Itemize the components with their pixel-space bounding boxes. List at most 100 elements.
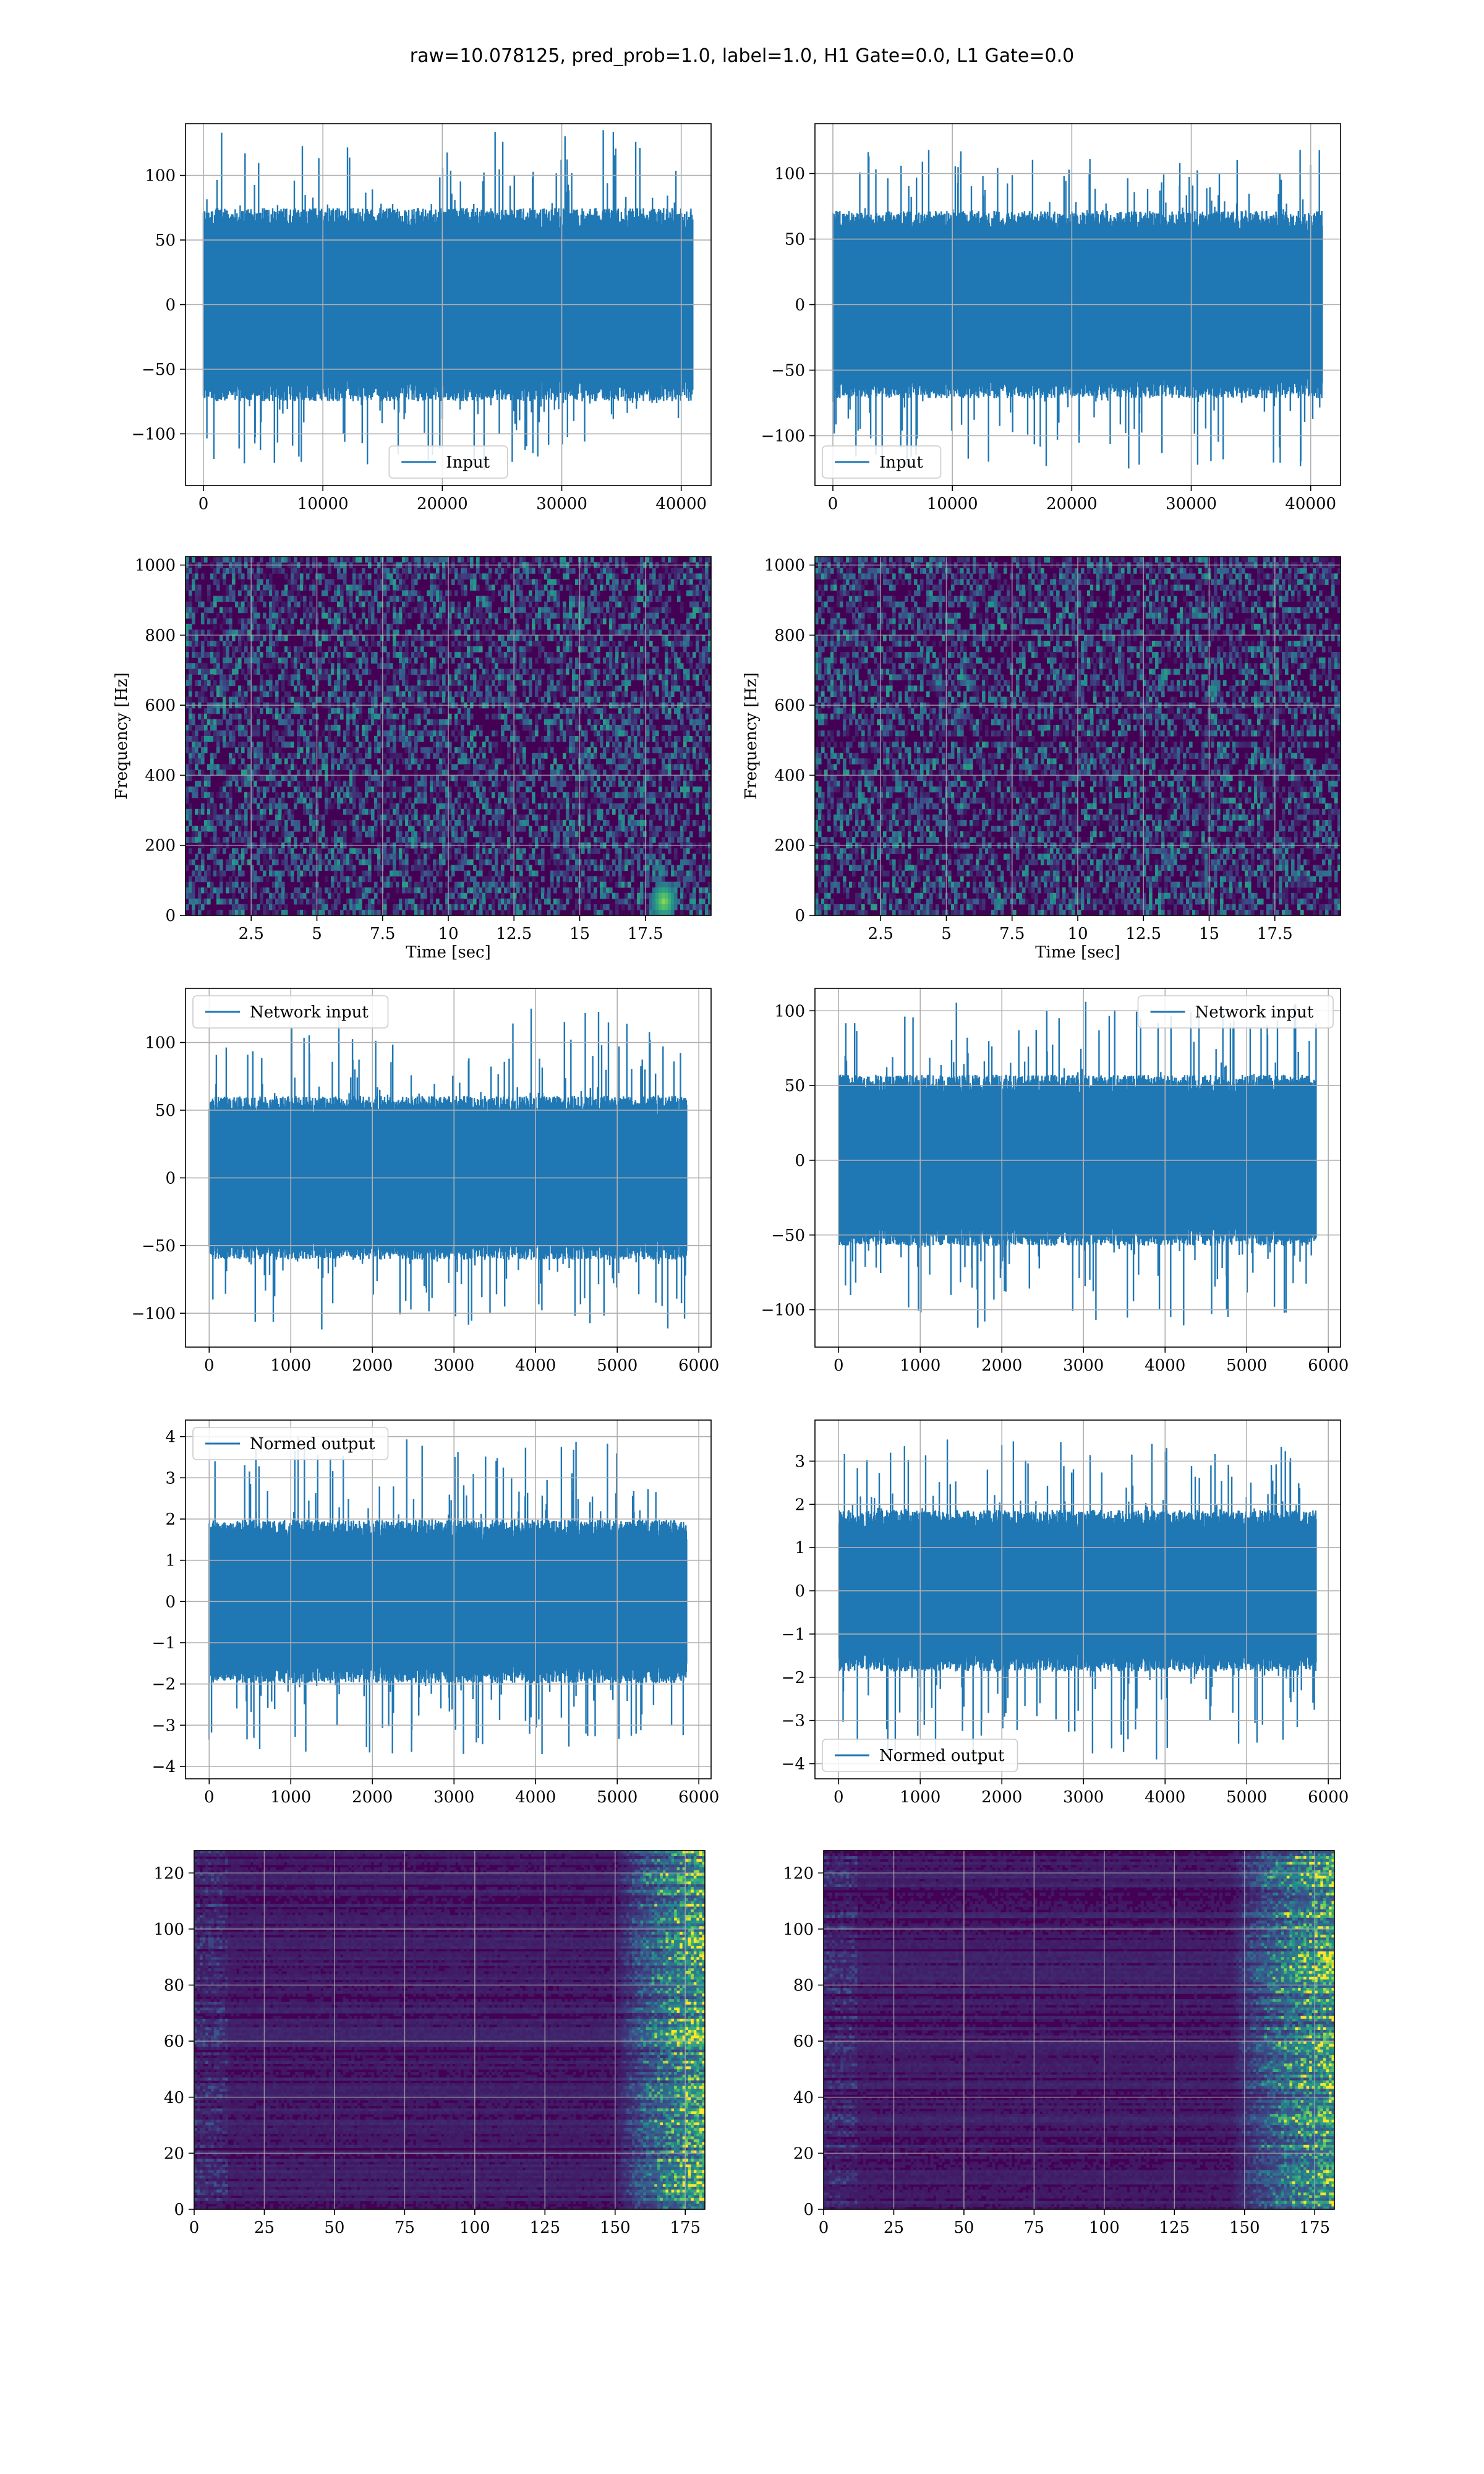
heatmap-cell bbox=[470, 826, 474, 832]
heatmap-cell bbox=[189, 612, 192, 619]
heatmap-cell bbox=[467, 775, 471, 782]
heatmap-cell bbox=[563, 635, 566, 641]
heatmap-cell bbox=[266, 826, 270, 832]
heatmap-cell bbox=[352, 601, 356, 608]
heatmap-cell bbox=[504, 596, 508, 602]
heatmap-cell bbox=[532, 831, 535, 837]
heatmap-cell bbox=[495, 612, 498, 619]
heatmap-cell bbox=[238, 742, 242, 748]
heatmap-cell bbox=[519, 629, 523, 636]
heatmap-cell bbox=[563, 753, 566, 759]
heatmap-cell bbox=[284, 646, 288, 653]
heatmap-cell bbox=[488, 607, 492, 614]
heatmap-cell bbox=[708, 691, 711, 698]
heatmap-cell bbox=[458, 579, 461, 585]
heatmap-cell bbox=[618, 831, 622, 837]
heatmap-cell bbox=[541, 758, 545, 764]
heatmap-cell bbox=[322, 758, 325, 764]
heatmap-cell bbox=[696, 808, 699, 815]
heatmap-cell bbox=[368, 612, 372, 619]
heatmap-cell bbox=[526, 623, 529, 630]
heatmap-cell bbox=[448, 808, 452, 815]
heatmap-cell bbox=[232, 837, 236, 843]
heatmap-cell bbox=[640, 573, 644, 580]
heatmap-cell bbox=[420, 730, 424, 737]
heatmap-cell bbox=[430, 618, 433, 625]
heatmap-cell bbox=[476, 635, 480, 641]
heatmap-cell bbox=[618, 685, 622, 692]
heatmap-cell bbox=[427, 730, 430, 737]
heatmap-cell bbox=[288, 579, 291, 585]
heatmap-cell bbox=[390, 769, 393, 776]
heatmap-cell bbox=[275, 685, 279, 692]
heatmap-cell bbox=[526, 618, 529, 625]
heatmap-cell bbox=[278, 674, 282, 680]
heatmap-cell bbox=[318, 769, 322, 776]
heatmap-cell bbox=[294, 557, 297, 563]
heatmap-cell bbox=[346, 674, 350, 680]
heatmap-cell bbox=[405, 758, 409, 764]
heatmap-cell bbox=[417, 837, 421, 843]
heatmap-cell bbox=[226, 803, 229, 810]
heatmap-cell bbox=[442, 646, 446, 653]
heatmap-cell bbox=[550, 669, 554, 675]
heatmap-cell bbox=[207, 607, 211, 614]
heatmap-cell bbox=[529, 691, 532, 698]
heatmap-cell bbox=[501, 635, 505, 641]
heatmap-cell bbox=[306, 708, 310, 714]
heatmap-cell bbox=[655, 708, 659, 714]
heatmap-cell bbox=[186, 747, 189, 753]
heatmap-cell bbox=[625, 579, 628, 585]
heatmap-cell bbox=[538, 646, 542, 653]
heatmap-cell bbox=[526, 814, 529, 821]
heatmap-cell bbox=[374, 680, 378, 687]
heatmap-cell bbox=[414, 713, 418, 720]
heatmap-cell bbox=[269, 747, 273, 753]
heatmap-cell bbox=[343, 646, 347, 653]
heatmap-cell bbox=[566, 685, 569, 692]
heatmap-cell bbox=[597, 652, 600, 658]
heatmap-cell bbox=[621, 663, 625, 669]
heatmap-cell bbox=[390, 557, 393, 563]
heatmap-cell bbox=[699, 657, 702, 664]
heatmap-cell bbox=[383, 663, 387, 669]
heatmap-cell bbox=[284, 557, 288, 563]
heatmap-cell bbox=[448, 747, 452, 753]
heatmap-cell bbox=[686, 724, 690, 731]
heatmap-cell bbox=[260, 831, 263, 837]
heatmap-cell bbox=[668, 826, 672, 832]
heatmap-cell bbox=[433, 573, 437, 580]
heatmap-cell bbox=[229, 758, 232, 764]
heatmap-cell bbox=[346, 618, 350, 625]
heatmap-cell bbox=[352, 669, 356, 675]
heatmap-cell bbox=[507, 797, 511, 804]
heatmap-cell bbox=[612, 663, 616, 669]
heatmap-cell bbox=[414, 557, 418, 563]
heatmap-cell bbox=[284, 601, 288, 608]
heatmap-cell bbox=[498, 792, 501, 798]
heatmap-cell bbox=[560, 820, 563, 826]
heatmap-cell bbox=[430, 680, 433, 687]
heatmap-cell bbox=[343, 747, 347, 753]
heatmap-cell bbox=[232, 758, 236, 764]
heatmap-cell bbox=[522, 792, 526, 798]
heatmap-cell bbox=[606, 663, 610, 669]
heatmap-cell bbox=[448, 590, 452, 597]
heatmap-cell bbox=[399, 674, 403, 680]
heatmap-cell bbox=[467, 808, 471, 815]
heatmap-cell bbox=[266, 730, 270, 737]
heatmap-cell bbox=[346, 584, 350, 591]
heatmap-cell bbox=[677, 596, 681, 602]
heatmap-cell bbox=[526, 579, 529, 585]
heatmap-cell bbox=[260, 814, 263, 821]
heatmap-cell bbox=[195, 607, 198, 614]
heatmap-cell bbox=[470, 736, 474, 742]
heatmap-cell bbox=[522, 601, 526, 608]
heatmap-cell bbox=[278, 797, 282, 804]
heatmap-cell bbox=[516, 568, 520, 574]
heatmap-cell bbox=[479, 646, 483, 653]
heatmap-cell bbox=[628, 742, 631, 748]
heatmap-cell bbox=[390, 691, 393, 698]
heatmap-cell bbox=[662, 736, 665, 742]
heatmap-cell bbox=[575, 786, 579, 793]
